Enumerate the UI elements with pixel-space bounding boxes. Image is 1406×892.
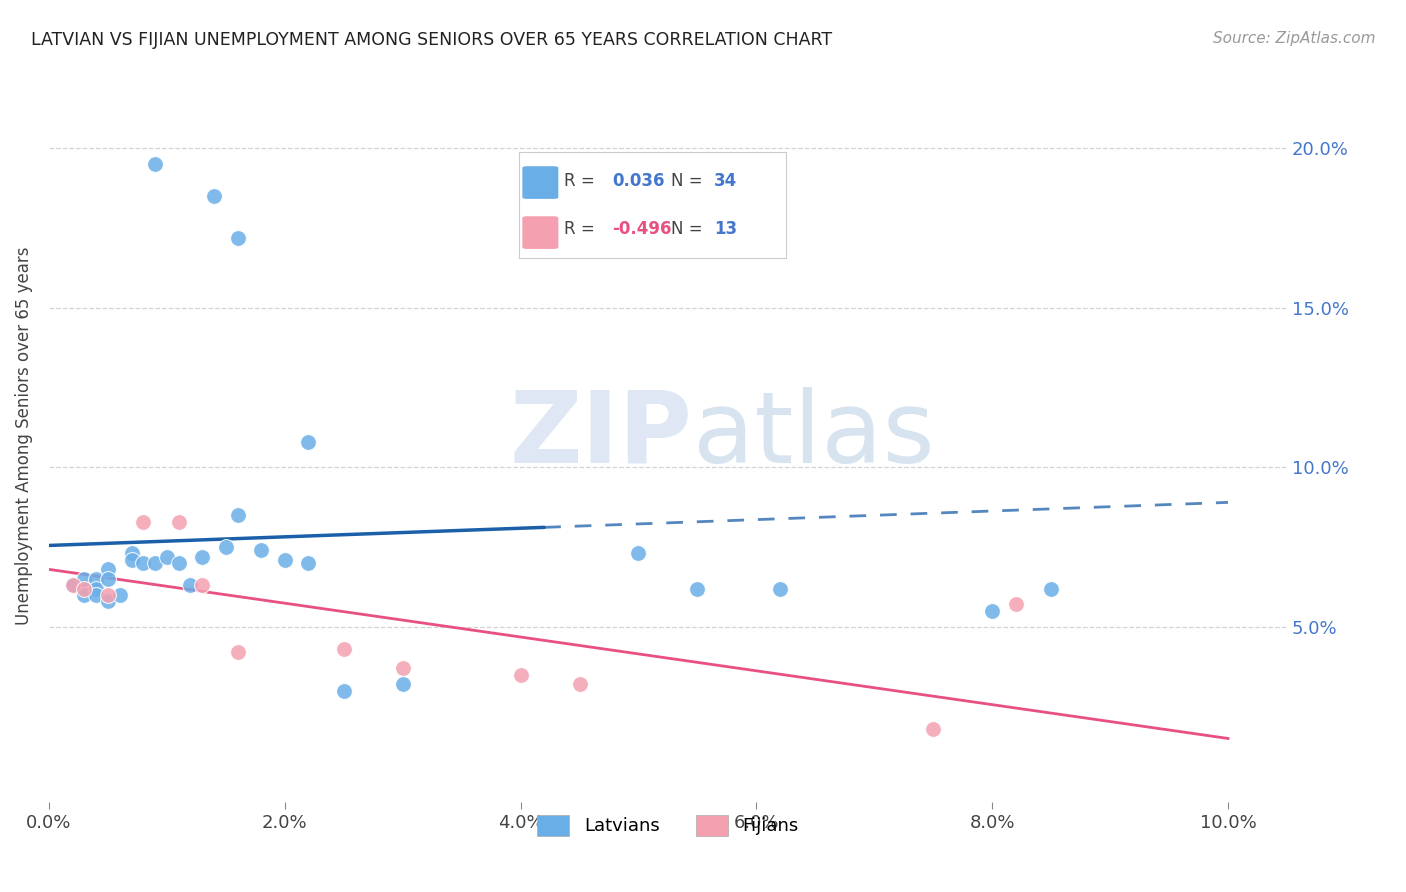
Point	[332, 642, 354, 657]
Point	[121, 546, 143, 560]
Text: 0.036: 0.036	[613, 172, 665, 191]
Text: Source: ZipAtlas.com: Source: ZipAtlas.com	[1212, 31, 1375, 46]
Text: 13: 13	[714, 220, 737, 238]
Point	[627, 546, 650, 560]
Point	[391, 677, 413, 691]
Point	[62, 578, 84, 592]
Point	[1040, 582, 1063, 596]
Point	[250, 543, 273, 558]
Point	[167, 556, 190, 570]
Text: N =: N =	[671, 172, 709, 191]
Point	[156, 549, 179, 564]
Point	[132, 515, 155, 529]
Point	[568, 677, 591, 691]
Point	[97, 562, 120, 576]
Point	[1004, 598, 1026, 612]
Point	[84, 582, 107, 596]
Text: ZIP: ZIP	[510, 387, 693, 483]
Text: N =: N =	[671, 220, 709, 238]
Point	[143, 556, 166, 570]
Legend: Latvians, Fijians: Latvians, Fijians	[527, 805, 808, 845]
Point	[297, 556, 319, 570]
Point	[769, 582, 792, 596]
Point	[73, 582, 96, 596]
Point	[686, 582, 709, 596]
Point	[62, 578, 84, 592]
Point	[132, 556, 155, 570]
Point	[84, 572, 107, 586]
Point	[332, 683, 354, 698]
Point	[274, 553, 297, 567]
Point	[97, 594, 120, 608]
Point	[391, 661, 413, 675]
Point	[97, 572, 120, 586]
FancyBboxPatch shape	[522, 216, 560, 250]
FancyBboxPatch shape	[522, 166, 560, 200]
Point	[509, 667, 531, 681]
Point	[97, 588, 120, 602]
Text: atlas: atlas	[693, 387, 935, 483]
Point	[84, 588, 107, 602]
Point	[73, 588, 96, 602]
Point	[121, 553, 143, 567]
Point	[297, 434, 319, 449]
Point	[191, 549, 214, 564]
Point	[167, 515, 190, 529]
Point	[191, 578, 214, 592]
Point	[202, 189, 225, 203]
Y-axis label: Unemployment Among Seniors over 65 years: Unemployment Among Seniors over 65 years	[15, 246, 32, 624]
Point	[226, 508, 249, 523]
Point	[108, 588, 131, 602]
Text: R =: R =	[564, 220, 600, 238]
Text: LATVIAN VS FIJIAN UNEMPLOYMENT AMONG SENIORS OVER 65 YEARS CORRELATION CHART: LATVIAN VS FIJIAN UNEMPLOYMENT AMONG SEN…	[31, 31, 832, 49]
Point	[215, 540, 238, 554]
Point	[73, 572, 96, 586]
Point	[226, 645, 249, 659]
Point	[226, 230, 249, 244]
Text: 34: 34	[714, 172, 737, 191]
Point	[981, 604, 1004, 618]
Point	[922, 722, 945, 736]
Text: R =: R =	[564, 172, 600, 191]
Text: -0.496: -0.496	[613, 220, 672, 238]
Point	[143, 157, 166, 171]
Point	[179, 578, 201, 592]
